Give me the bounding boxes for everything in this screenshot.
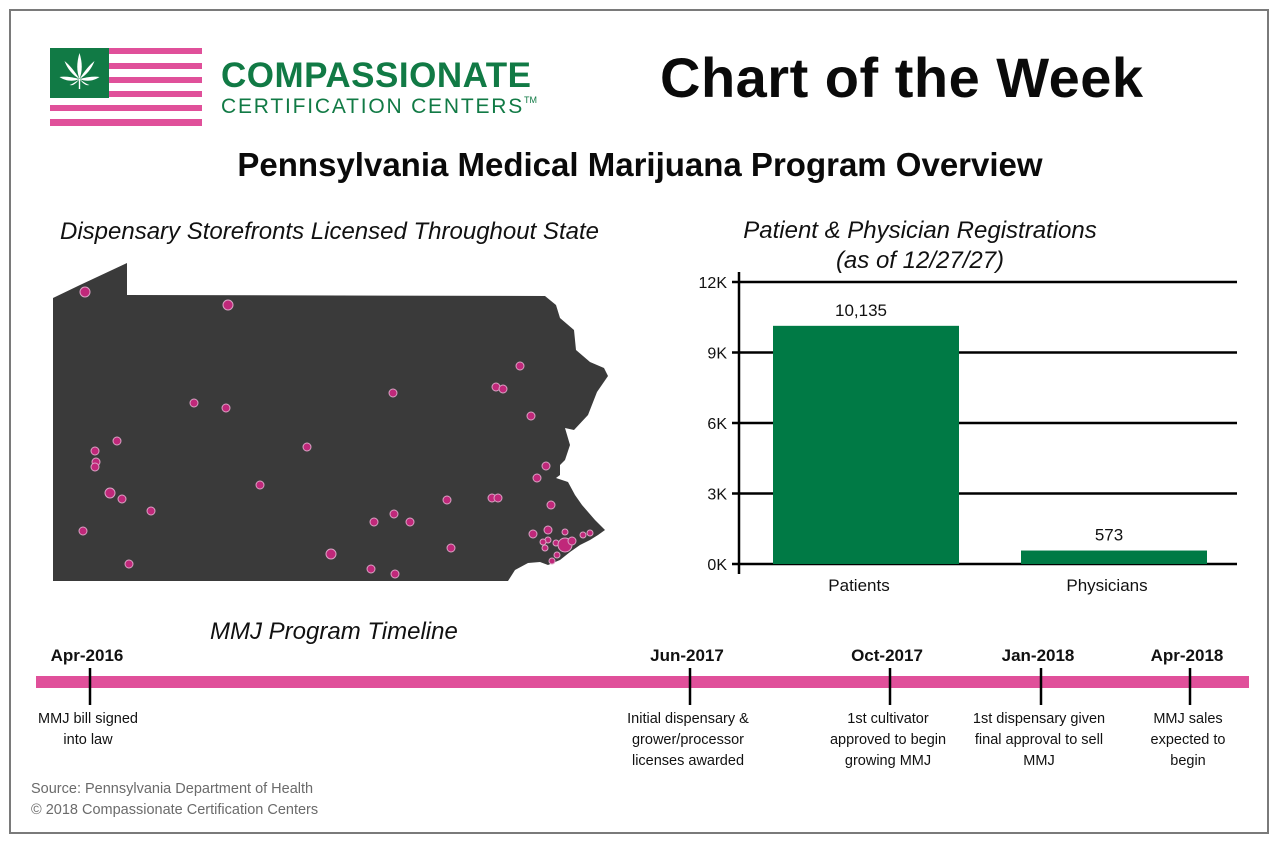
- y-tick-label: 3K: [707, 487, 727, 504]
- timeline-description: 1st cultivator: [847, 711, 929, 727]
- bar-chart-subtitle: (as of 12/27/27): [835, 247, 1005, 274]
- brand-subtitle-text: CERTIFICATION CENTERS: [221, 95, 525, 118]
- timeline-description: 1st dispensary given: [973, 711, 1105, 727]
- dispensary-dot: [532, 473, 542, 483]
- timeline-event: Jan-2018 1st dispensary given final approv…: [973, 646, 1105, 769]
- timeline-event: Jun-2017 Initial dispensary & grower/proce…: [627, 646, 749, 769]
- brand-logo-flag-icon: [50, 48, 202, 126]
- y-tick-label: 0K: [707, 557, 727, 574]
- timeline-description: final approval to sell: [975, 732, 1103, 748]
- dispensary-dot: [543, 525, 553, 535]
- y-tick-label: 12K: [699, 275, 728, 292]
- dispensary-dot: [366, 564, 376, 574]
- timeline-date: Jan-2018: [1002, 646, 1075, 665]
- bar-patients: [773, 325, 959, 564]
- timeline-date: Apr-2016: [51, 646, 124, 665]
- dispensary-dot: [222, 299, 234, 311]
- dispensary-dot: [446, 543, 456, 553]
- dispensary-dot: [442, 495, 452, 505]
- timeline-title: MMJ Program Timeline: [210, 618, 458, 645]
- bar-value-label: 10,135: [835, 301, 887, 320]
- pennsylvania-state-shape: [53, 263, 608, 581]
- dispensary-dot: [526, 411, 536, 421]
- dispensary-dot: [388, 388, 398, 398]
- dispensary-dot: [515, 361, 525, 371]
- timeline-description: into law: [63, 732, 113, 748]
- bar-value-label: 573: [1095, 526, 1123, 545]
- dispensary-dot: [117, 494, 127, 504]
- dispensary-dot: [541, 461, 551, 471]
- dispensary-dot: [553, 551, 561, 559]
- timeline-description: Initial dispensary &: [627, 711, 749, 727]
- timeline-event: Apr-2016 MMJ bill signed into law: [38, 646, 138, 748]
- map-title: Dispensary Storefronts Licensed Througho…: [60, 218, 599, 245]
- dispensary-dot: [255, 480, 265, 490]
- dispensary-dot: [561, 528, 569, 536]
- dispensary-dot: [498, 384, 508, 394]
- dispensary-dot: [124, 559, 134, 569]
- bar-chart-title: Patient & Physician Registrations (as of…: [700, 216, 1140, 276]
- timeline-description: approved to begin: [830, 732, 946, 748]
- timeline-description: expected to: [1151, 732, 1226, 748]
- cannabis-leaf-icon: [59, 53, 100, 89]
- timeline-description: grower/processor: [632, 732, 744, 748]
- dispensary-dot: [78, 526, 88, 536]
- timeline-description: licenses awarded: [632, 753, 744, 769]
- timeline-description: growing MMJ: [845, 753, 931, 769]
- dispensary-dot: [90, 446, 100, 456]
- timeline-description: begin: [1170, 753, 1205, 769]
- dispensary-dot: [189, 398, 199, 408]
- dispensary-dot: [79, 286, 91, 298]
- y-tick-label: 9K: [707, 346, 727, 363]
- dispensary-dot: [90, 462, 100, 472]
- chart-of-the-week-heading: Chart of the Week: [660, 46, 1144, 109]
- dispensary-dot: [567, 536, 577, 546]
- brand-name: COMPASSIONATE: [221, 56, 532, 95]
- infographic-frame: [9, 9, 1269, 834]
- timeline-date: Oct-2017: [851, 646, 923, 665]
- bar-chart-title-line1: Patient & Physician Registrations: [743, 217, 1097, 244]
- dispensary-dot: [146, 506, 156, 516]
- x-category-label: Physicians: [1066, 576, 1147, 595]
- timeline-description: MMJ bill signed: [38, 711, 138, 727]
- page-title: Pennsylvania Medical Marijuana Program O…: [237, 146, 1043, 183]
- copyright-note: © 2018 Compassionate Certification Cente…: [31, 802, 319, 818]
- dispensary-dot: [104, 487, 116, 499]
- dispensary-dot: [390, 569, 400, 579]
- dispensary-dot: [369, 517, 379, 527]
- dispensary-dot: [548, 557, 556, 565]
- brand-subtitle: CERTIFICATION CENTERSTM: [221, 95, 537, 119]
- dispensary-dot: [389, 509, 399, 519]
- bar-physicians: [1021, 550, 1207, 564]
- dispensary-dot: [302, 442, 312, 452]
- timeline-date: Jun-2017: [650, 646, 724, 665]
- dispensary-dot: [493, 493, 503, 503]
- dispensary-dot: [221, 403, 231, 413]
- dispensary-dot: [528, 529, 538, 539]
- timeline-bar: [36, 676, 1249, 688]
- timeline-date: Apr-2018: [1151, 646, 1224, 665]
- timeline-event: Oct-2017 1st cultivator approved to begin g…: [830, 646, 946, 769]
- dispensary-dot: [586, 529, 594, 537]
- dispensary-dot: [546, 500, 556, 510]
- dispensary-dot: [541, 544, 549, 552]
- dispensary-dot: [539, 538, 547, 546]
- y-tick-label: 6K: [707, 416, 727, 433]
- x-category-label: Patients: [828, 576, 889, 595]
- dispensary-dot: [405, 517, 415, 527]
- trademark-mark: TM: [524, 95, 538, 105]
- timeline-event: Apr-2018 MMJ sales expected to begin: [1151, 646, 1226, 769]
- source-note: Source: Pennsylvania Department of Healt…: [31, 781, 314, 797]
- dispensary-dot: [325, 548, 337, 560]
- timeline-description: MMJ: [1023, 753, 1054, 769]
- timeline-description: MMJ sales: [1153, 711, 1222, 727]
- footer: Source: Pennsylvania Department of Healt…: [31, 779, 318, 821]
- dispensary-dot: [579, 531, 587, 539]
- dispensary-dot: [112, 436, 122, 446]
